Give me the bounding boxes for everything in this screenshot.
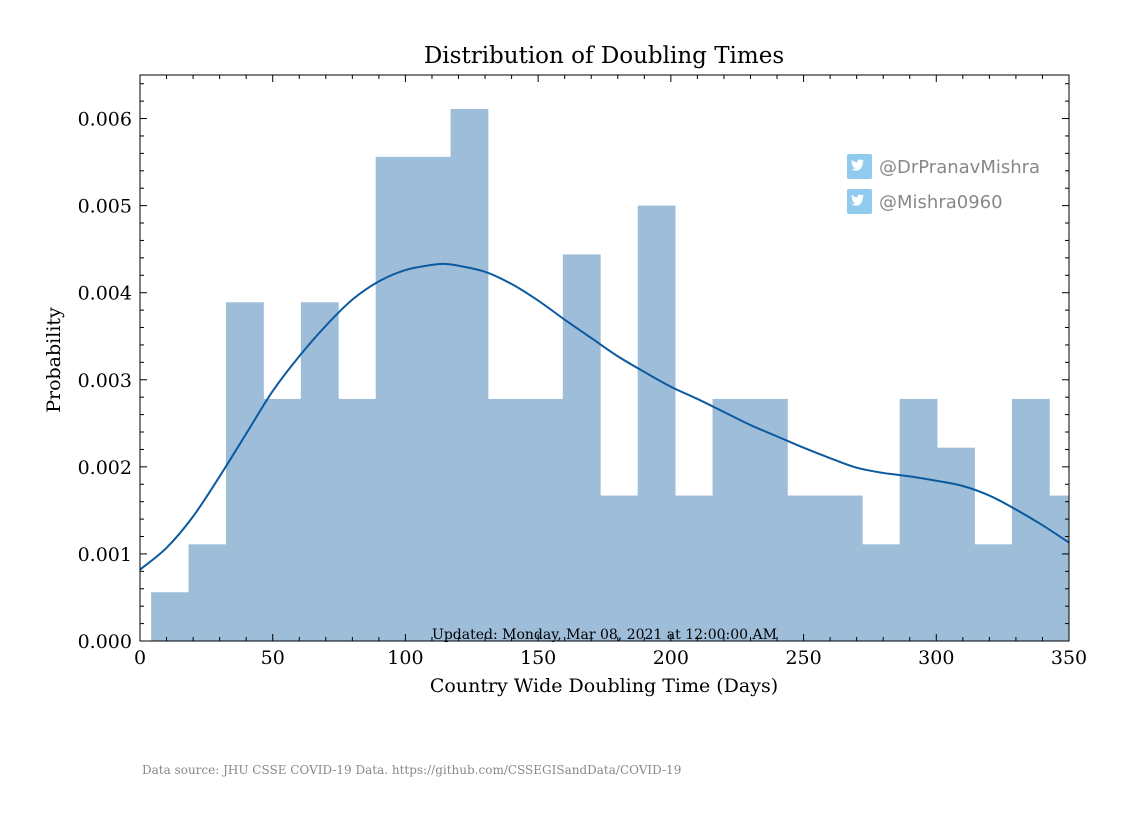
social-handle-text: @DrPranavMishra [879, 157, 1040, 178]
twitter-icon [847, 154, 872, 179]
chart-title: Distribution of Doubling Times [424, 43, 784, 69]
bird-glyph [851, 159, 865, 171]
histogram-bar [562, 254, 601, 641]
histogram-bar [375, 156, 414, 642]
histogram-bar [749, 398, 788, 641]
y-tick-label: 0.006 [78, 109, 132, 131]
histogram-bar [824, 495, 863, 641]
histogram-bar [263, 398, 302, 641]
x-tick-label: 150 [520, 647, 556, 669]
x-tick-label: 200 [653, 647, 689, 669]
x-tick-label: 350 [1051, 647, 1087, 669]
social-handle-text: @Mishra0960 [879, 192, 1003, 213]
histogram-bar [525, 398, 564, 641]
histogram-bar [487, 398, 526, 641]
social-handle: @DrPranavMishra [847, 154, 1040, 179]
histogram-bar [600, 495, 639, 641]
axes-frame [139, 74, 1070, 642]
x-tick-label: 300 [918, 647, 954, 669]
social-handle: @Mishra0960 [847, 189, 1003, 214]
x-tick-label: 100 [387, 647, 423, 669]
y-tick-label: 0.003 [78, 370, 132, 392]
histogram-bar [1049, 495, 1070, 641]
histogram-bar [787, 495, 826, 641]
y-tick-label: 0.002 [78, 457, 132, 479]
density-curve [139, 262, 1070, 571]
histogram-bar [862, 544, 901, 641]
histogram-bar [450, 108, 489, 641]
histogram-bar [338, 398, 377, 641]
x-tick-label: 50 [261, 647, 285, 669]
histogram-bar [300, 302, 339, 641]
y-tick-label: 0.004 [78, 283, 132, 305]
x-tick-label: 250 [785, 647, 821, 669]
histogram-bar [937, 447, 975, 641]
histogram-bar [974, 544, 1013, 641]
updated-annotation: Updated: Monday, Mar 08, 2021 at 12:00:0… [432, 627, 777, 643]
histogram-bar [151, 592, 189, 641]
y-tick-label: 0.005 [78, 196, 132, 218]
y-axis-label: Probability [43, 307, 65, 413]
histogram-bar [188, 544, 227, 641]
histogram-bar [675, 495, 713, 641]
data-source-footer: Data source: JHU CSSE COVID-19 Data. htt… [142, 763, 681, 777]
histogram-bar [413, 156, 451, 642]
histogram-bar [225, 302, 264, 641]
bird-glyph [851, 194, 865, 206]
twitter-icon [847, 189, 872, 214]
histogram-bar [1011, 398, 1050, 641]
plot-area: 0 50 100 150 200 250 300 350 0.000 0.001 0.002 0.00… [78, 74, 1087, 669]
y-tick-label: 0.000 [78, 631, 132, 653]
x-tick-label: 0 [134, 647, 146, 669]
x-axis-label: Country Wide Doubling Time (Days) [430, 675, 778, 697]
histogram-bar [712, 398, 751, 641]
y-tick-label: 0.001 [78, 544, 132, 566]
histogram-bar [637, 205, 676, 641]
histogram-bar [899, 398, 938, 641]
